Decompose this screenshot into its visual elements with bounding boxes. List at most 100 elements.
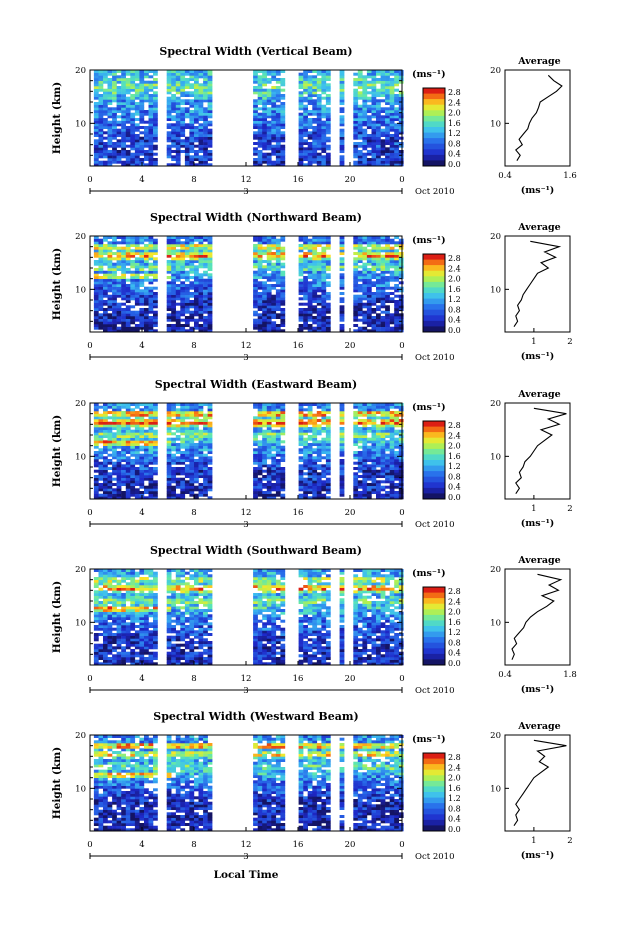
heatmap-cell [339, 435, 345, 438]
heatmap-cell [316, 411, 322, 414]
heatmap-cell [303, 276, 308, 279]
heatmap-cell [385, 297, 390, 301]
heatmap-cell [180, 413, 186, 417]
heatmap-cell [353, 276, 359, 279]
heatmap-cell [189, 427, 195, 430]
heatmap-cell [194, 80, 199, 84]
heatmap-cell [207, 70, 213, 73]
heatmap-cell [144, 134, 149, 137]
heatmap-cell [266, 440, 272, 444]
heatmap-cell [103, 308, 108, 311]
heatmap-cell [389, 128, 395, 132]
heatmap-cell [103, 120, 108, 124]
heatmap-cell [316, 104, 322, 108]
heatmap-cell [371, 276, 377, 279]
heatmap-cell [121, 246, 126, 250]
heatmap-cell [139, 294, 145, 298]
heatmap-cell [203, 485, 208, 489]
heatmap-cell [262, 75, 267, 79]
heatmap-cell [121, 147, 126, 151]
heatmap-cell [389, 421, 395, 425]
heatmap-cell [312, 94, 318, 97]
heatmap-cell [275, 326, 281, 330]
heatmap-cell [280, 94, 286, 97]
heatmap-cell [139, 80, 145, 84]
heatmap-cell [280, 316, 286, 319]
heatmap-cell [189, 437, 195, 441]
heatmap-cell [134, 94, 140, 97]
heatmap-cell [275, 136, 281, 140]
heatmap-cell [371, 144, 377, 148]
heatmap-cell [307, 83, 313, 87]
heatmap-cell [398, 294, 404, 298]
heatmap-cell [385, 241, 390, 245]
heatmap-cell [175, 310, 181, 314]
heatmap-cell [257, 443, 263, 446]
heatmap-cell [380, 456, 386, 460]
heatmap-cell [376, 443, 381, 446]
heatmap-cell [121, 453, 126, 457]
heatmap-cell [362, 477, 368, 481]
heatmap-cell [93, 606, 99, 610]
heatmap-cell [153, 158, 158, 161]
heatmap-cell [134, 443, 140, 446]
heatmap-cell [321, 405, 327, 409]
heatmap-cell [203, 284, 208, 287]
heatmap-cell [148, 268, 154, 271]
heatmap-cell [366, 238, 372, 242]
heatmap-cell [130, 104, 136, 108]
heatmap-cell [253, 405, 258, 409]
heatmap-cell [275, 150, 281, 153]
heatmap-cell [198, 443, 204, 446]
heatmap-cell [266, 260, 272, 263]
heatmap-cell [321, 246, 327, 250]
heatmap-cell [98, 485, 104, 489]
heatmap-cell [380, 265, 386, 269]
heatmap-cell [107, 480, 113, 484]
heatmap-cell [116, 150, 122, 153]
heatmap-cell [139, 91, 145, 95]
heatmap-cell [280, 96, 286, 100]
heatmap-cell [376, 254, 381, 258]
heatmap-cell [376, 142, 381, 145]
heatmap-cell [171, 289, 176, 293]
heatmap-cell [189, 252, 195, 255]
heatmap-cell [362, 408, 368, 412]
heatmap-cell [271, 435, 277, 438]
heatmap-cell [280, 78, 286, 81]
heatmap-cell [103, 246, 108, 250]
heatmap-cell [171, 241, 176, 245]
heatmap-cell [312, 155, 318, 159]
heatmap-cell [257, 329, 263, 333]
heatmap-cell [194, 155, 199, 159]
heatmap-cell [394, 316, 399, 319]
heatmap-cell [194, 405, 199, 409]
heatmap-cell [103, 276, 108, 279]
heatmap-cell [357, 496, 363, 500]
heatmap-cell [144, 469, 149, 473]
heatmap-cell [298, 477, 304, 481]
heatmap-cell [325, 305, 331, 309]
heatmap-cell [394, 260, 399, 263]
heatmap-cell [130, 419, 136, 422]
heatmap-cell [280, 453, 286, 457]
heatmap-cell [307, 475, 313, 478]
heatmap-cell [130, 254, 136, 258]
colorbar-step [423, 154, 445, 161]
heatmap-cell [357, 241, 363, 245]
heatmap-cell [362, 276, 368, 279]
heatmap-cell [184, 408, 190, 412]
heatmap-cell [298, 411, 304, 414]
heatmap-cell [116, 91, 122, 95]
heatmap-cell [171, 238, 176, 242]
heatmap-cell [98, 94, 104, 97]
heatmap-cell [98, 96, 104, 100]
heatmap-cell [357, 249, 363, 253]
heatmap-cell [298, 405, 304, 409]
heatmap-cell [144, 80, 149, 84]
heatmap-cell [116, 123, 122, 127]
heatmap-cell [112, 99, 117, 103]
heatmap-cell [203, 270, 208, 274]
heatmap-cell [139, 408, 145, 412]
heatmap-cell [130, 472, 136, 476]
